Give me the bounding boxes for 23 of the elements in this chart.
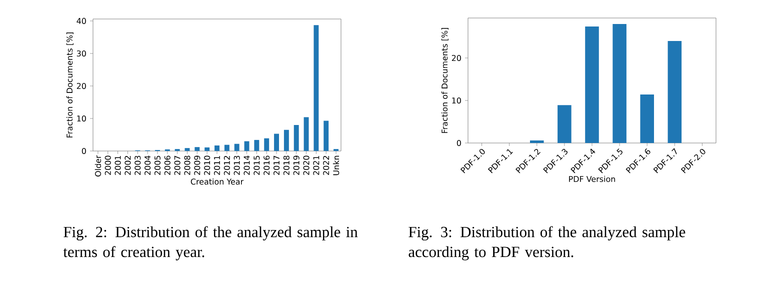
bar	[244, 141, 250, 151]
bar	[254, 140, 260, 151]
bar	[214, 145, 220, 151]
bar	[558, 105, 572, 143]
bar	[530, 140, 544, 143]
bar	[585, 26, 599, 143]
bar	[314, 25, 319, 151]
bar	[264, 138, 270, 151]
bar	[640, 94, 654, 143]
bar	[668, 40, 682, 143]
bar	[324, 120, 329, 151]
bar	[234, 144, 240, 151]
bar	[304, 117, 309, 151]
bar	[294, 124, 299, 151]
bar	[204, 147, 210, 151]
bar	[612, 24, 626, 143]
bar	[184, 148, 190, 151]
bar	[284, 130, 289, 151]
bar	[224, 144, 230, 151]
bar	[194, 147, 200, 151]
bar	[274, 134, 279, 151]
caption: Fig. 2: Distribution of the analyzed sample in terms of creation year.	[63, 226, 358, 260]
caption: Fig. 3: Distribution of the analyzed sample according to PDF version.	[408, 226, 686, 260]
